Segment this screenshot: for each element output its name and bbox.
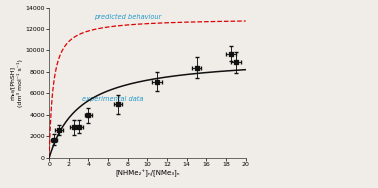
Text: predicted behaviour: predicted behaviour: [94, 14, 161, 20]
Text: experimental data: experimental data: [82, 96, 144, 102]
X-axis label: [NHMe₂⁺]ₙ/[NMe₃]ₙ: [NHMe₂⁺]ₙ/[NMe₃]ₙ: [115, 170, 180, 177]
Y-axis label: ṁₑₗₗ/[PhSH]
(dm³ mol⁻¹ s⁻¹): ṁₑₗₗ/[PhSH] (dm³ mol⁻¹ s⁻¹): [10, 59, 23, 107]
